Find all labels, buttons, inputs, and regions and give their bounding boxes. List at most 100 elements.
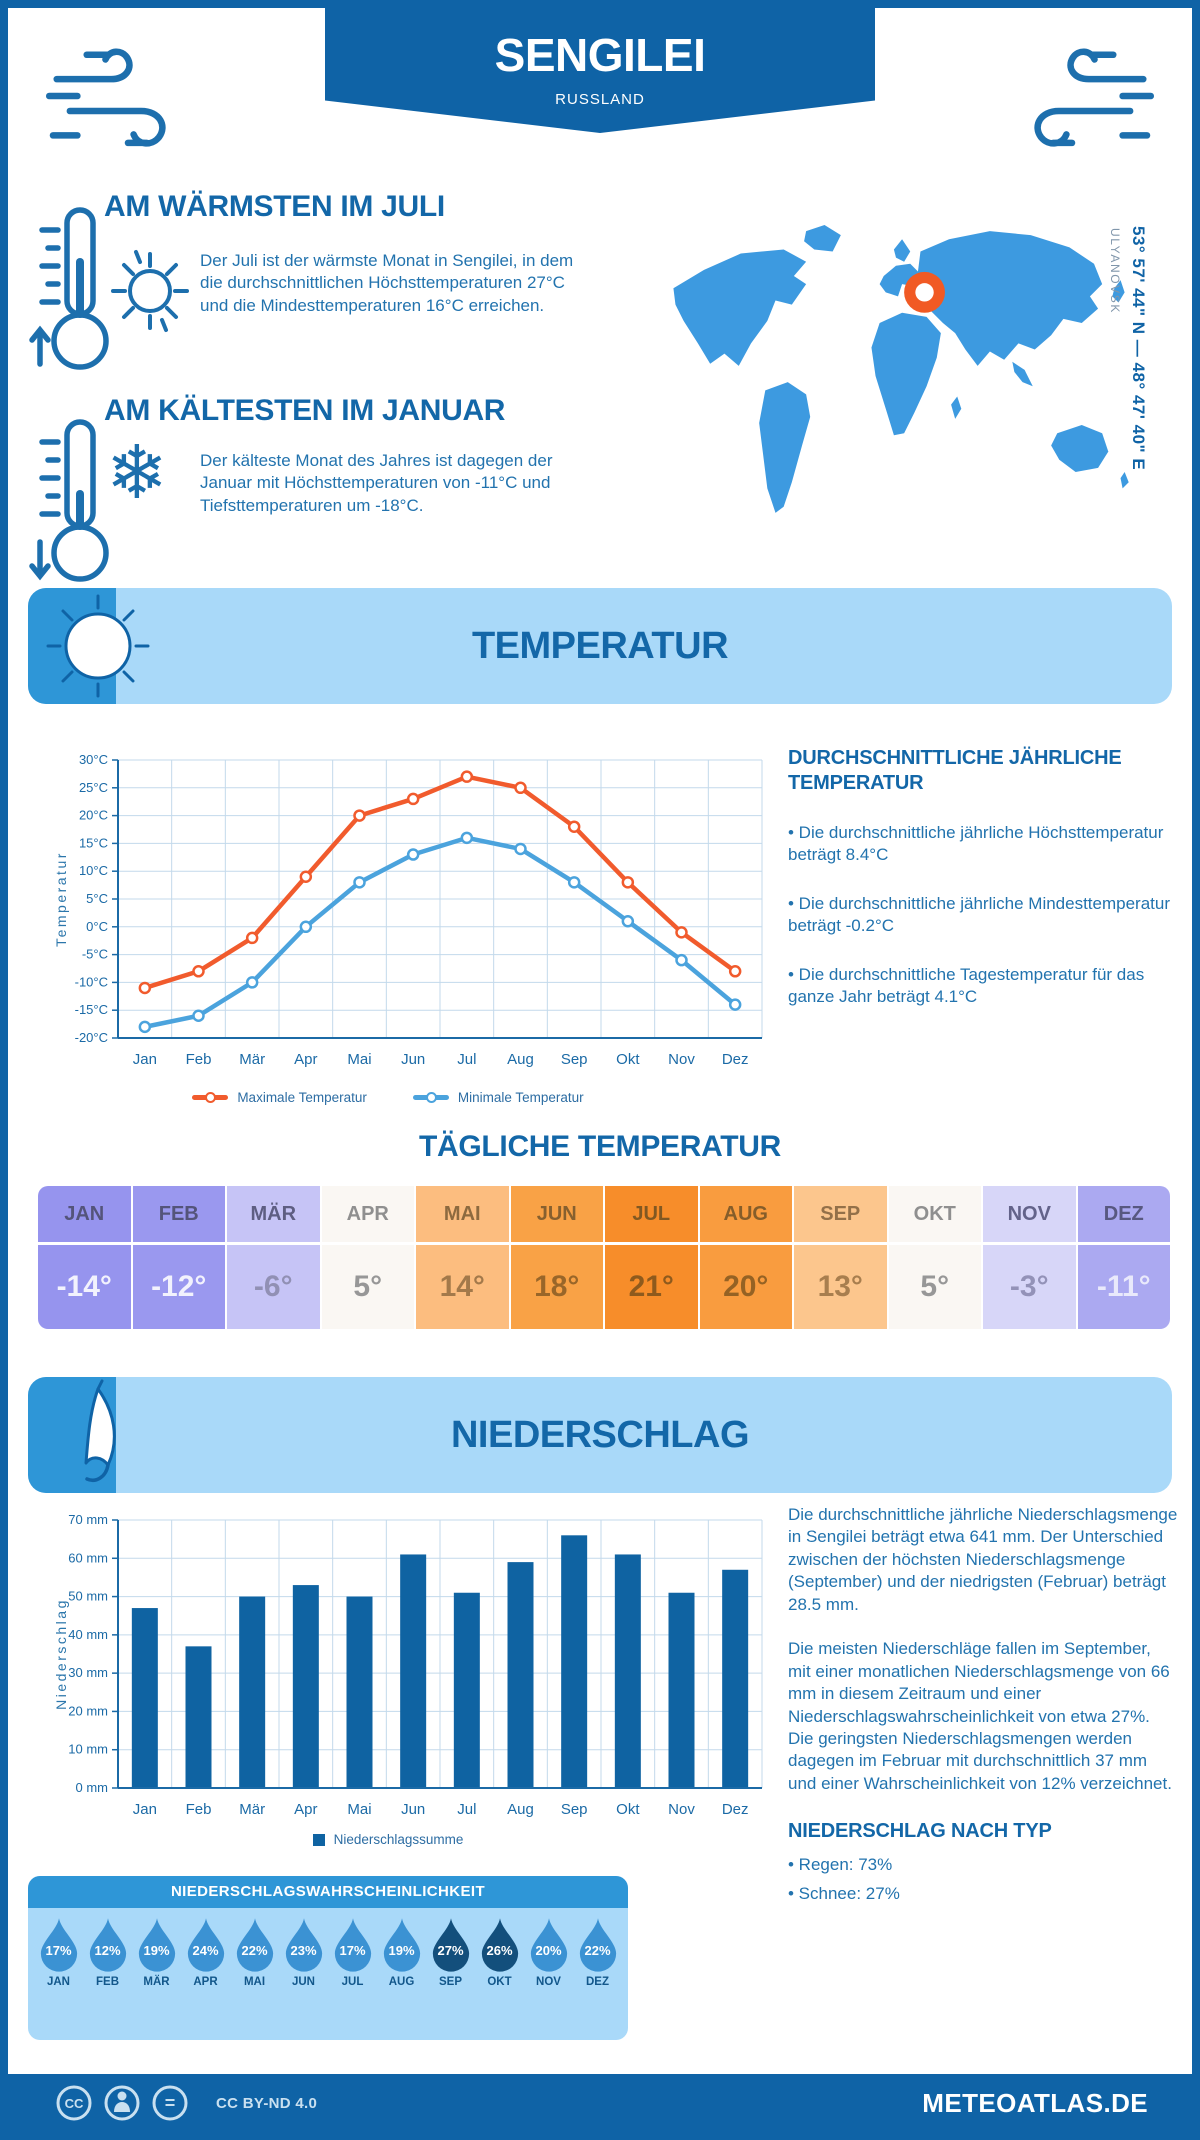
- daily-temp-month: OKT: [888, 1186, 981, 1242]
- legend-item: Maximale Temperatur: [192, 1090, 367, 1105]
- probability-value: 12%: [94, 1943, 121, 1958]
- sun-icon: [46, 594, 150, 698]
- daily-temp-month: MAI: [416, 1186, 509, 1242]
- precip-probability-item-JUN: 23% JUN: [279, 1916, 328, 1988]
- annual-bullet: • Die durchschnittliche jährliche Höchst…: [788, 823, 1164, 865]
- precipitation-type-item: • Schnee: 27%: [788, 1883, 900, 1903]
- daily-temp-column-SEP: SEP 13°: [794, 1186, 887, 1329]
- svg-text:Jun: Jun: [401, 1801, 425, 1818]
- probability-value: 22%: [241, 1943, 268, 1958]
- svg-text:Jul: Jul: [457, 1051, 476, 1068]
- svg-text:Jan: Jan: [133, 1801, 157, 1818]
- probability-value: 17%: [45, 1943, 72, 1958]
- probability-month: FEB: [96, 1976, 119, 1988]
- svg-text:-15°C: -15°C: [75, 1002, 108, 1017]
- temperature-line-chart: -20°C -15°C -10°C -5°C 0°C 5°C 10°C 15°C 20°C 25°…: [53, 752, 763, 1068]
- series-Minimale Temperatur: [138, 831, 742, 1034]
- probability-month: APR: [193, 1976, 218, 1988]
- probability-value: 19%: [143, 1943, 170, 1958]
- svg-text:15°C: 15°C: [79, 835, 108, 850]
- svg-text:Mai: Mai: [347, 1051, 371, 1068]
- temperature-section-banner: TEMPERATUR: [28, 588, 1172, 704]
- daily-temp-value: 14°: [416, 1245, 509, 1329]
- daily-temp-column-APR: APR 5°: [321, 1186, 414, 1329]
- daily-temp-month: JUL: [605, 1186, 698, 1242]
- svg-text:Dez: Dez: [722, 1801, 749, 1818]
- svg-text:Jan: Jan: [133, 1051, 157, 1068]
- coldest-title: AM KÄLTESTEN IM JANUAR: [104, 394, 506, 427]
- bar-Apr: [292, 1585, 319, 1788]
- bar-chart-grid: 0 mm 10 mm 20 mm 30 mm 40 mm 50 mm 60 mm 70 mm: [68, 1512, 763, 1795]
- svg-text:30°C: 30°C: [79, 752, 108, 767]
- daily-temperature-table: JAN -14° FEB -12° MÄR -6° APR 5° MAI 14° JUN 18° JUL…: [38, 1186, 1170, 1329]
- probability-value: 20%: [535, 1943, 562, 1958]
- bar-Okt: [614, 1554, 641, 1788]
- bar-Jun: [400, 1554, 427, 1788]
- temperature-chart-legend: Maximale Temperatur Minimale Temperatur: [68, 1090, 708, 1105]
- daily-temp-month: SEP: [794, 1186, 887, 1242]
- daily-temp-value: -6°: [227, 1245, 320, 1329]
- daily-temp-column-NOV: NOV -3°: [983, 1186, 1076, 1329]
- precipitation-section-banner: NIEDERSCHLAG: [28, 1377, 1172, 1493]
- header-banner: SENGILEI RUSSLAND: [325, 8, 875, 133]
- annual-temperature-block: DURCHSCHNITTLICHE JÄHRLICHE TEMPERATUR •…: [788, 746, 1170, 1009]
- warmest-text: Der Juli ist der wärmste Monat in Sengil…: [200, 251, 574, 315]
- precipitation-probability-title: NIEDERSCHLAGSWAHRSCHEINLICHKEIT: [28, 1876, 628, 1908]
- daily-temp-value: -14°: [38, 1245, 131, 1329]
- bar-Jan: [131, 1608, 158, 1788]
- raindrop-icon: 19%: [381, 1916, 423, 1972]
- daily-temp-month: FEB: [132, 1186, 225, 1242]
- svg-text:10 mm: 10 mm: [68, 1742, 108, 1757]
- svg-text:60 mm: 60 mm: [68, 1550, 108, 1565]
- raindrop-icon: 20%: [528, 1916, 570, 1972]
- legend-swatch: [412, 1092, 449, 1103]
- svg-text:50 mm: 50 mm: [68, 1589, 108, 1604]
- bar-Sep: [561, 1535, 588, 1788]
- warmest-title: AM WÄRMSTEN IM JULI: [104, 190, 445, 223]
- precipitation-probability-panel: NIEDERSCHLAGSWAHRSCHEINLICHKEIT 17% JAN 12…: [28, 1876, 628, 2040]
- location-marker-center: [915, 283, 934, 302]
- precipitation-probability-drops: 17% JAN 12% FEB 19% MÄR 24% APR 22% MAI 23% JUN 17% J…: [28, 1908, 628, 1988]
- daily-temp-month: AUG: [699, 1186, 792, 1242]
- raindrop-icon: 22%: [234, 1916, 276, 1972]
- probability-month: AUG: [388, 1976, 415, 1988]
- legend-label: Minimale Temperatur: [457, 1090, 584, 1105]
- coordinates-block: ULYANOVSK 53° 57' 44" N — 48° 47' 40" E: [1108, 226, 1148, 566]
- daily-temp-value: -3°: [983, 1245, 1076, 1329]
- svg-text:Dez: Dez: [722, 1051, 749, 1068]
- world-map: [673, 224, 1129, 513]
- svg-text:Sep: Sep: [561, 1801, 588, 1818]
- svg-text:=: =: [165, 2093, 176, 2113]
- coordinates-label: 53° 57' 44" N — 48° 47' 40" E: [1129, 226, 1148, 471]
- svg-text:70 mm: 70 mm: [68, 1512, 108, 1527]
- probability-month: NOV: [536, 1976, 561, 1988]
- svg-text:Mär: Mär: [239, 1801, 265, 1818]
- precip-probability-item-JUL: 17% JUL: [328, 1916, 377, 1988]
- probability-value: 24%: [192, 1943, 219, 1958]
- coldest-text: Der kälteste Monat des Jahres ist dagege…: [200, 451, 553, 515]
- probability-month: JUN: [291, 1976, 315, 1988]
- svg-text:Nov: Nov: [668, 1051, 695, 1068]
- probability-value: 19%: [388, 1943, 415, 1958]
- daily-temp-month: JUN: [510, 1186, 603, 1242]
- raindrop-icon: 17%: [38, 1916, 80, 1972]
- probability-month: JAN: [46, 1976, 70, 1988]
- probability-month: SEP: [438, 1976, 462, 1988]
- bar-Mär: [239, 1596, 266, 1788]
- precip-probability-item-MAI: 22% MAI: [230, 1916, 279, 1988]
- svg-text:Aug: Aug: [507, 1801, 534, 1818]
- svg-text:-5°C: -5°C: [82, 947, 108, 962]
- daily-temp-value: 21°: [605, 1245, 698, 1329]
- svg-text:0°C: 0°C: [86, 919, 108, 934]
- raindrop-icon: 26%: [479, 1916, 521, 1972]
- precip-probability-item-DEZ: 22% DEZ: [573, 1916, 622, 1988]
- precip-probability-item-JAN: 17% JAN: [34, 1916, 83, 1988]
- svg-text:5°C: 5°C: [86, 891, 108, 906]
- daily-temp-value: 5°: [888, 1245, 981, 1329]
- precipitation-bar-chart: 0 mm 10 mm 20 mm 30 mm 40 mm 50 mm 60 mm 70 mm J…: [53, 1512, 763, 1818]
- svg-text:20°C: 20°C: [79, 808, 108, 823]
- svg-text:Sep: Sep: [561, 1051, 588, 1068]
- svg-text:Jul: Jul: [457, 1801, 476, 1818]
- raindrop-icon: 19%: [136, 1916, 178, 1972]
